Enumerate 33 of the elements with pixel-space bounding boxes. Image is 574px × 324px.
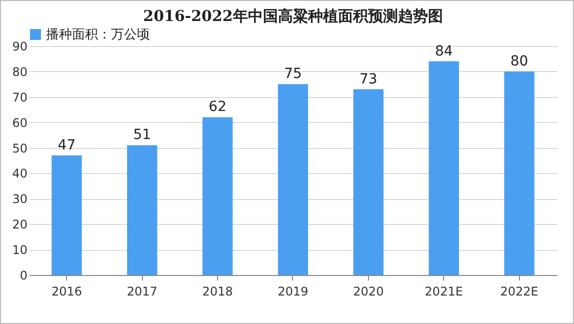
y-tick-label: 10	[12, 243, 28, 258]
y-tick-label: 20	[12, 218, 28, 232]
data-label: 80	[510, 53, 528, 70]
bar	[428, 61, 459, 275]
y-tick-label: 0	[20, 268, 28, 282]
y-tick-label: 70	[12, 90, 28, 104]
data-label: 73	[360, 71, 378, 88]
x-tick-label: 2016	[51, 284, 82, 298]
chart-title: 2016-2022年中国高粱种植面积预测趋势图	[143, 7, 443, 25]
bar	[278, 84, 308, 275]
legend-label: 播种面积：万公顷	[46, 28, 150, 42]
bar	[52, 155, 82, 275]
y-tick-label: 90	[12, 40, 28, 54]
x-tick-label: 2019	[278, 284, 308, 298]
data-label: 51	[133, 127, 152, 144]
y-tick-label: 80	[12, 64, 28, 79]
x-tick-label: 2018	[202, 284, 233, 298]
bar	[504, 71, 534, 275]
x-tick-label: 2017	[126, 284, 158, 298]
bar	[202, 117, 233, 275]
y-tick-label: 40	[12, 166, 28, 181]
data-label: 75	[284, 66, 302, 82]
bar	[353, 89, 384, 275]
data-label: 47	[58, 137, 76, 154]
x-tick-label: 2022E	[500, 284, 538, 298]
x-tick-label: 2021E	[424, 284, 463, 298]
y-tick-label: 50	[12, 141, 28, 156]
data-label: 62	[208, 99, 226, 116]
bar	[127, 145, 158, 275]
y-tick-label: 30	[12, 192, 28, 206]
x-tick-label: 2020	[353, 284, 384, 298]
y-tick-label: 60	[12, 116, 28, 130]
data-label: 84	[434, 43, 453, 60]
